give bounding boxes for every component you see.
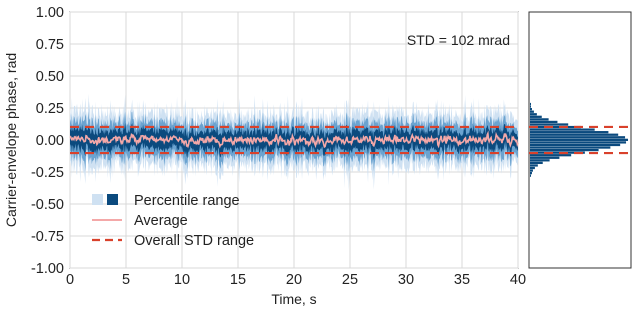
y-tick-label: -0.25	[31, 165, 64, 181]
y-tick-label: -0.75	[31, 229, 64, 245]
histogram-bars	[530, 102, 628, 177]
y-tick-label: 0.50	[36, 69, 64, 85]
histogram-bar	[530, 169, 533, 172]
x-tick-label: 40	[510, 272, 526, 288]
x-tick-label: 25	[342, 272, 358, 288]
histogram-bar	[530, 128, 595, 131]
histogram-bar	[530, 143, 621, 147]
x-tick-labels: 0 5 10 15 20 25 30 35 40	[66, 272, 526, 288]
legend-average-label: Average	[134, 213, 188, 229]
legend: Percentile range Average Overall STD ran…	[92, 193, 254, 249]
histogram-bar	[530, 172, 532, 175]
histogram-bar	[530, 164, 538, 167]
main-plot: 0 5 10 15 20 25 30 35 40 1.00 0.75 0.50 0.25 0.00 -0.…	[3, 5, 526, 307]
histogram-bar	[530, 102, 531, 106]
histogram-bar	[530, 151, 585, 154]
legend-swatch-dark	[107, 194, 118, 205]
y-tick-labels: 1.00 0.75 0.50 0.25 0.00 -0.25 -0.50 -0.75 -1.00	[31, 5, 64, 277]
x-tick-label: 35	[454, 272, 470, 288]
histogram-std-lines	[529, 125, 631, 155]
histogram-bar	[530, 123, 569, 126]
legend-percentile-label: Percentile range	[134, 193, 240, 209]
y-tick-label: -0.50	[31, 197, 64, 213]
histogram-bar	[530, 148, 599, 152]
histogram-bar	[530, 131, 609, 134]
histogram-plot	[528, 11, 632, 269]
histogram-bar	[530, 115, 542, 118]
histogram-bar	[530, 161, 543, 165]
legend-swatch-light	[92, 194, 103, 205]
histogram-bar	[530, 166, 535, 170]
y-tick-label: 1.00	[36, 5, 64, 21]
histogram-bar	[530, 141, 627, 144]
histogram-bar	[530, 125, 581, 129]
y-tick-label: -1.00	[31, 261, 64, 277]
std-annotation: STD = 102 mrad	[407, 32, 510, 48]
y-tick-label: 0.25	[36, 101, 64, 117]
average-line	[69, 130, 519, 149]
x-tick-label: 15	[230, 272, 246, 288]
y-axis-label: Carrier-envelope phase, rad	[3, 53, 19, 227]
histogram-bar	[530, 138, 628, 141]
x-tick-label: 10	[174, 272, 190, 288]
x-tick-label: 30	[398, 272, 414, 288]
histogram-bar	[530, 136, 626, 139]
histogram-bar	[530, 154, 572, 157]
x-tick-label: 5	[122, 272, 130, 288]
y-tick-label: 0.00	[36, 133, 64, 149]
average-series-line	[69, 130, 519, 149]
histogram-bar	[530, 146, 611, 149]
histogram-bar	[530, 113, 537, 116]
y-tick-label: 0.75	[36, 37, 64, 53]
histogram-bar	[530, 156, 560, 159]
histogram-bar	[530, 120, 558, 124]
histogram-bar	[530, 110, 534, 113]
x-axis-label: Time, s	[271, 291, 316, 307]
histogram-bar	[530, 118, 549, 121]
x-tick-label: 0	[66, 272, 74, 288]
histogram-bar	[530, 108, 532, 111]
histogram-bar	[530, 159, 550, 162]
histogram-bar	[530, 105, 531, 108]
legend-std-label: Overall STD range	[134, 233, 254, 249]
histogram-bar	[530, 174, 531, 177]
x-tick-label: 20	[286, 272, 302, 288]
histogram-bar	[530, 133, 619, 136]
